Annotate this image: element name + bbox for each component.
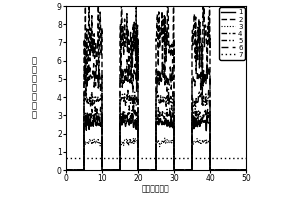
Text: 光
电
流
（
微
安
）: 光 电 流 （ 微 安 ） [31,56,36,119]
X-axis label: 时间（分钟）: 时间（分钟） [142,185,170,194]
Legend: 1, 2, 3, 4, 5, 6, 7: 1, 2, 3, 4, 5, 6, 7 [219,7,244,60]
